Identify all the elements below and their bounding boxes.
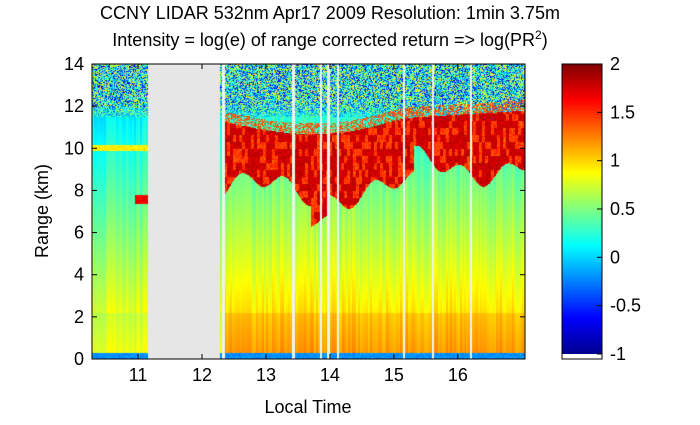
y-tick-label: 10 — [64, 138, 84, 158]
plot-area — [91, 63, 526, 360]
chart-title-line2: Intensity = log(e) of range corrected re… — [112, 28, 547, 50]
y-axis: 0 2 4 6 8 10 12 14 — [64, 54, 525, 369]
y-tick-label: 4 — [74, 265, 84, 285]
y-tick-label: 8 — [74, 180, 84, 200]
colorbar-frame — [561, 63, 603, 360]
chart-title-line1: CCNY LIDAR 532nm Apr17 2009 Resolution: … — [100, 3, 560, 23]
colorbar-tick-label: -0.5 — [610, 296, 641, 316]
y-tick-label: 2 — [74, 307, 84, 327]
x-tick-label: 12 — [192, 365, 212, 385]
colorbar-tick-label: 0.5 — [610, 199, 635, 219]
x-axis: 11 12 13 14 15 16 — [129, 64, 468, 385]
colorbar-gradient — [562, 64, 602, 354]
colorbar-tick-label: 0 — [610, 247, 620, 267]
colorbar-low-band — [562, 354, 602, 359]
colorbar-tick-label: 1.5 — [610, 102, 635, 122]
x-tick-label: 15 — [384, 365, 404, 385]
x-tick-label: 13 — [256, 365, 276, 385]
plot-frame — [91, 63, 526, 360]
y-tick-label: 0 — [74, 349, 84, 369]
colorbar: 2 1.5 1 0.5 0 -0.5 -1 — [561, 54, 641, 364]
colorbar-tick-label: 2 — [610, 54, 620, 74]
title-line2-suffix: ) — [542, 30, 548, 50]
title-line2-prefix: Intensity = log(e) of range corrected re… — [112, 30, 535, 50]
colorbar-tick-label: -1 — [610, 344, 626, 364]
title-line2-superscript: 2 — [535, 28, 542, 42]
y-axis-label: Range (km) — [32, 164, 52, 258]
x-tick-label: 16 — [448, 365, 468, 385]
x-tick-label: 11 — [129, 365, 148, 385]
heatmap-image — [92, 64, 525, 359]
y-tick-label: 14 — [64, 54, 84, 74]
colorbar-ticks: 2 1.5 1 0.5 0 -0.5 -1 — [597, 54, 641, 364]
x-axis-label: Local Time — [264, 397, 351, 417]
x-tick-label: 14 — [320, 365, 340, 385]
y-tick-label: 12 — [64, 96, 84, 116]
colorbar-tick-label: 1 — [610, 151, 620, 171]
y-tick-label: 6 — [74, 223, 84, 243]
